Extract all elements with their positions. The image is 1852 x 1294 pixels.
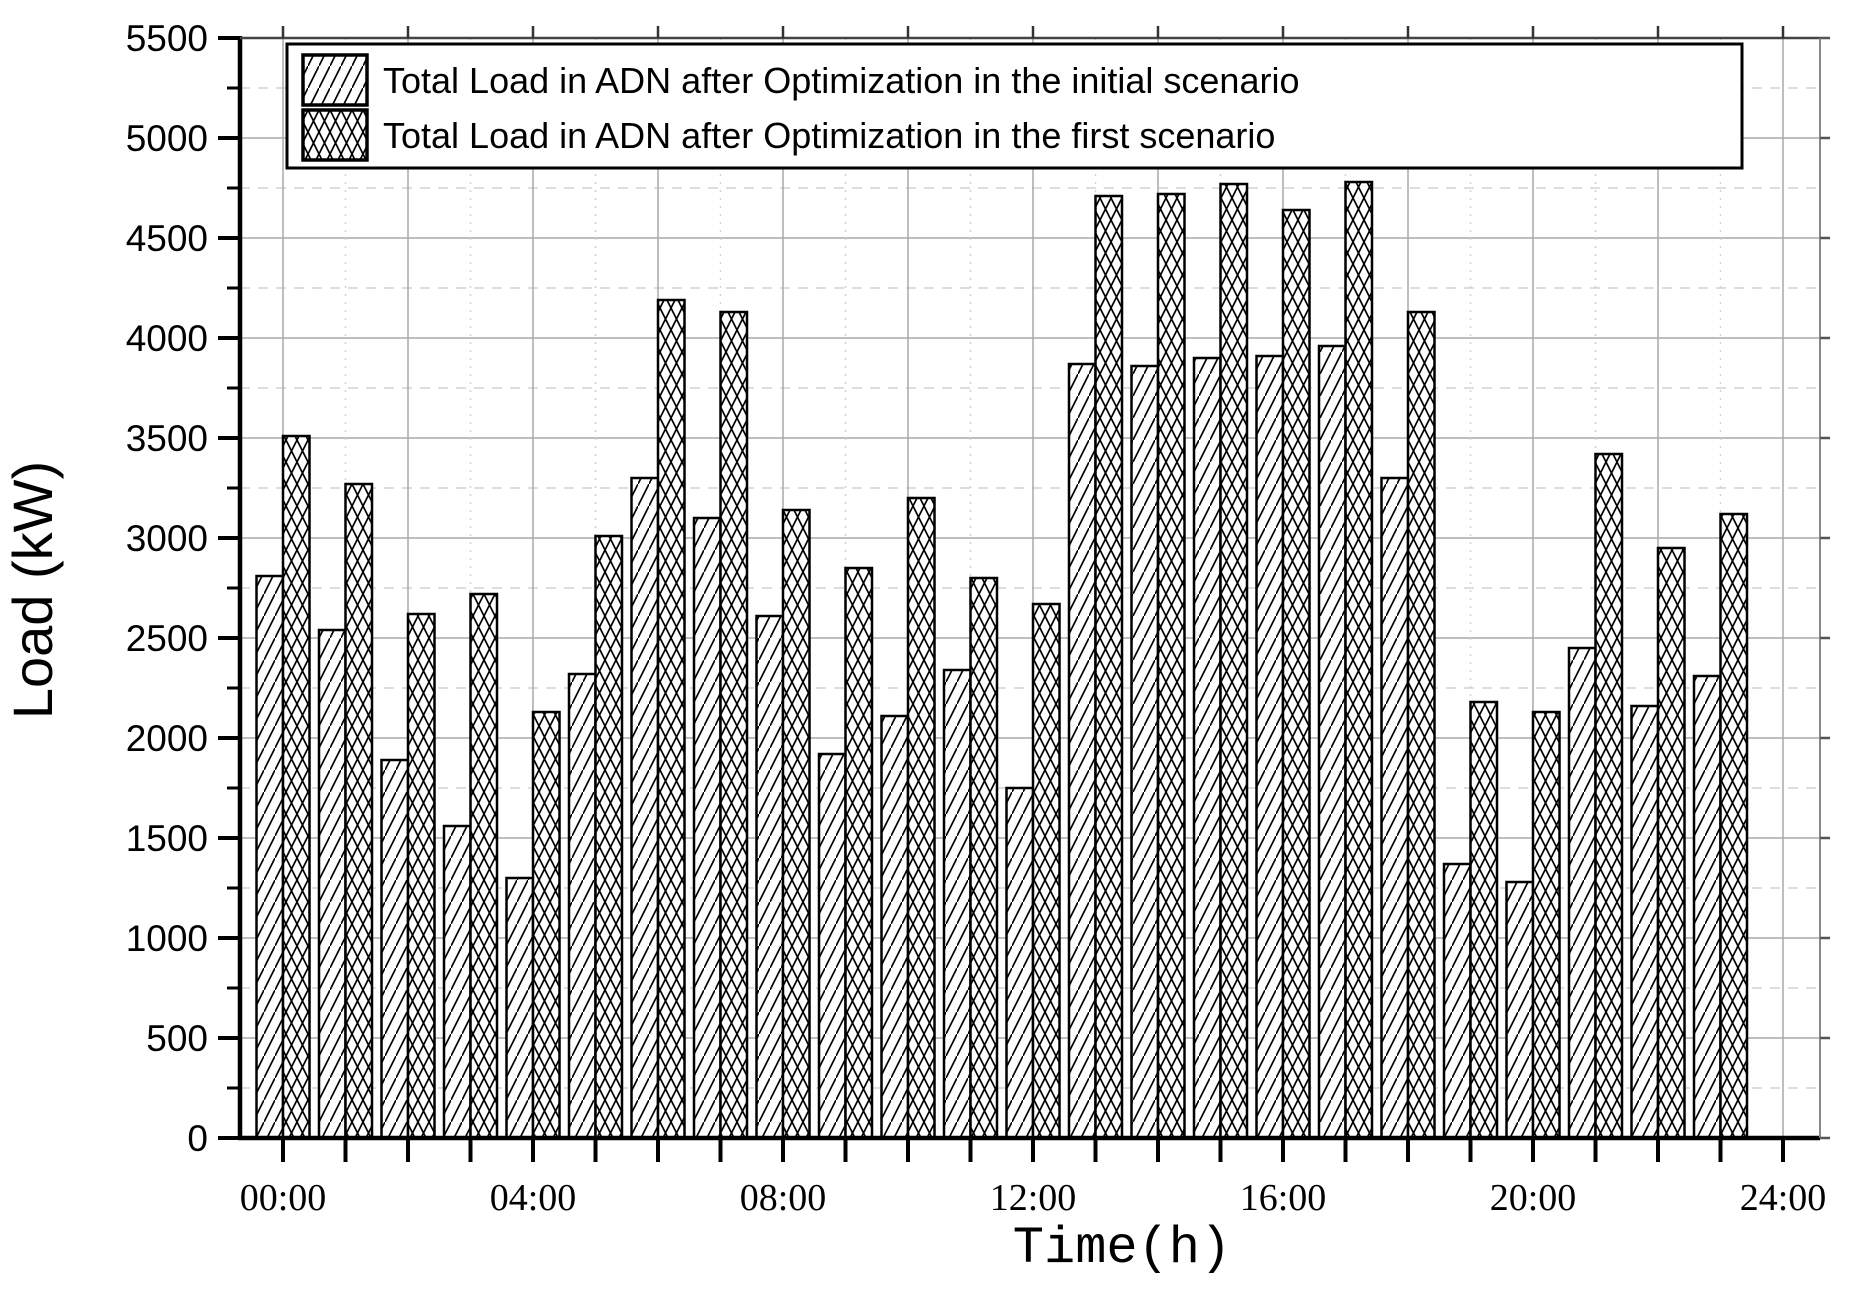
y-tick-label: 3500	[126, 418, 208, 459]
bar-first-hour-14	[1156, 192, 1186, 1140]
bar-first-hour-13	[1094, 194, 1124, 1140]
x-tick-label: 12:00	[990, 1177, 1077, 1219]
x-tick-label: 20:00	[1490, 1177, 1577, 1219]
bar-initial-hour-20	[1505, 880, 1535, 1140]
bar-initial-hour-1	[317, 628, 347, 1140]
y-tick-label: 4000	[126, 318, 208, 359]
bar-initial-hour-13	[1067, 362, 1097, 1140]
bar-initial-hour-9	[817, 752, 847, 1140]
bar-first-hour-23	[1719, 512, 1749, 1140]
bar-first-hour-17	[1344, 180, 1374, 1140]
bar-initial-hour-16	[1255, 354, 1285, 1140]
bar-first-hour-4	[531, 710, 561, 1140]
bar-initial-hour-5	[567, 672, 597, 1140]
bar-initial-hour-14	[1130, 364, 1160, 1140]
tick-labels: 0 500 1000 1500 2000 2500 3000 3500 4000 4500 5000…	[126, 18, 1827, 1219]
y-tick-label: 3000	[126, 518, 208, 559]
bar-first-hour-11	[969, 576, 999, 1140]
y-tick-label: 5000	[126, 118, 208, 159]
bar-first-hour-7	[719, 310, 749, 1140]
y-tick-label: 1500	[126, 818, 208, 859]
bar-first-hour-22	[1656, 546, 1686, 1140]
bar-first-hour-1	[344, 482, 374, 1140]
bar-initial-hour-21	[1567, 646, 1597, 1140]
legend-swatch-first-scenario	[301, 108, 369, 162]
bar-initial-hour-11	[942, 668, 972, 1140]
bar-first-hour-18	[1406, 310, 1436, 1140]
bar-initial-hour-10	[880, 714, 910, 1140]
bar-initial-hour-0	[255, 574, 285, 1140]
bar-first-hour-21	[1594, 452, 1624, 1140]
y-tick-label: 2000	[126, 718, 208, 759]
bar-initial-hour-17	[1317, 344, 1347, 1140]
bar-first-hour-0	[281, 434, 311, 1140]
bar-initial-hour-4	[505, 876, 535, 1140]
bar-initial-hour-23	[1692, 674, 1722, 1140]
bar-first-hour-3	[469, 592, 499, 1140]
legend-label-initial-scenario: Total Load in ADN after Optimization in …	[383, 60, 1299, 101]
bar-initial-hour-12	[1005, 786, 1035, 1140]
bar-first-hour-19	[1469, 700, 1499, 1140]
y-tick-label: 0	[187, 1118, 208, 1159]
legend-swatch-initial-scenario	[301, 53, 369, 107]
legend-box	[285, 42, 1744, 170]
bar-first-hour-12	[1031, 602, 1061, 1140]
tick-marks	[218, 26, 1830, 1162]
x-tick-label: 24:00	[1740, 1177, 1827, 1219]
bar-first-hour-5	[594, 534, 624, 1140]
x-tick-label: 08:00	[740, 1177, 827, 1219]
y-tick-label: 2500	[126, 618, 208, 659]
y-tick-label: 4500	[126, 218, 208, 259]
bar-initial-hour-8	[755, 614, 785, 1140]
legend-label-first-scenario: Total Load in ADN after Optimization in …	[383, 115, 1275, 156]
bar-initial-hour-6	[630, 476, 660, 1140]
y-tick-label: 500	[146, 1018, 208, 1059]
x-tick-label: 00:00	[240, 1177, 327, 1219]
legend: Total Load in ADN after Optimization in …	[285, 42, 1744, 170]
bar-first-hour-6	[656, 298, 686, 1140]
bar-first-hour-15	[1219, 182, 1249, 1140]
bar-initial-hour-19	[1442, 862, 1472, 1140]
bar-first-hour-8	[781, 508, 811, 1140]
bar-initial-hour-2	[380, 758, 410, 1140]
x-tick-label: 04:00	[490, 1177, 577, 1219]
bar-initial-hour-18	[1380, 476, 1410, 1140]
y-tick-label: 1000	[126, 918, 208, 959]
bar-first-hour-16	[1281, 208, 1311, 1140]
bar-initial-hour-22	[1630, 704, 1660, 1140]
bar-first-hour-2	[406, 612, 436, 1140]
x-axis-title: Time(h)	[1013, 1219, 1231, 1278]
bar-first-hour-10	[906, 496, 936, 1140]
bar-initial-hour-15	[1192, 356, 1222, 1140]
bar-initial-hour-7	[692, 516, 722, 1140]
x-tick-label: 16:00	[1240, 1177, 1327, 1219]
bar-first-hour-9	[844, 566, 874, 1140]
y-axis-title: Load (kW)	[1, 461, 64, 719]
bar-first-hour-20	[1531, 710, 1561, 1140]
y-tick-label: 5500	[126, 18, 208, 59]
bar-initial-hour-3	[442, 824, 472, 1140]
